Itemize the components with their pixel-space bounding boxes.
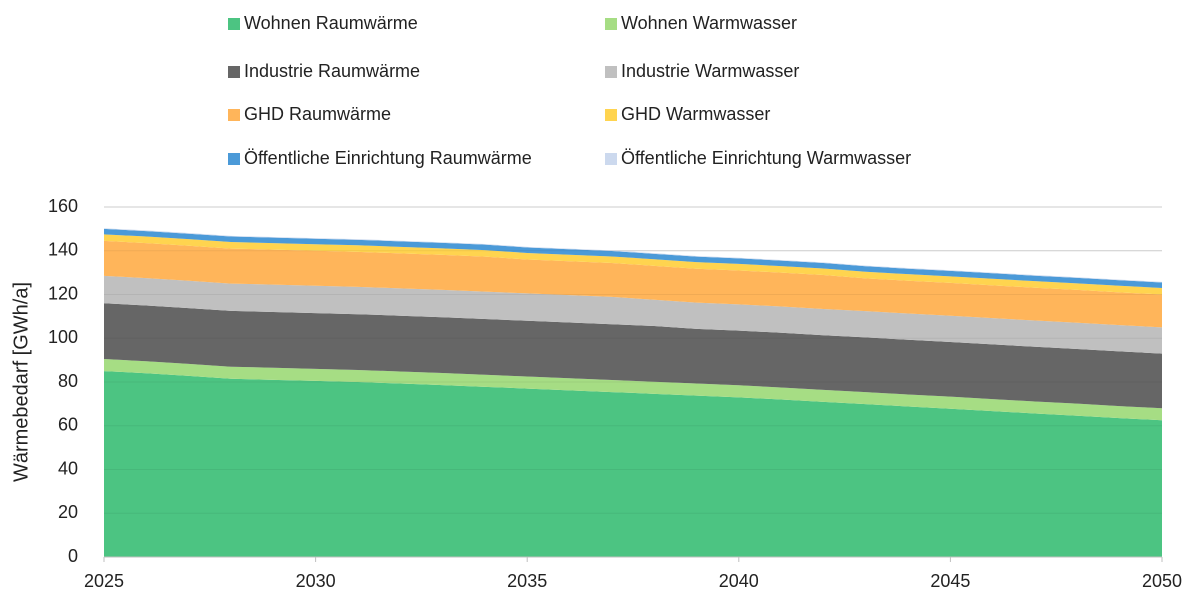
- legend-swatch: [605, 18, 617, 30]
- legend-swatch: [605, 153, 617, 165]
- area: [104, 234, 1162, 295]
- x-tick-label: 2040: [719, 571, 759, 591]
- legend-label: Wohnen Warmwasser: [621, 13, 797, 33]
- x-tick-label: 2030: [296, 571, 336, 591]
- area: [104, 275, 1162, 354]
- area: [104, 359, 1162, 421]
- legend-label: GHD Raumwärme: [244, 104, 391, 124]
- legend-swatch: [605, 66, 617, 78]
- y-tick-label: 20: [58, 502, 78, 522]
- y-tick-label: 100: [48, 327, 78, 347]
- legend-swatch: [228, 66, 240, 78]
- x-tick-label: 2025: [84, 571, 124, 591]
- legend-label: Industrie Raumwärme: [244, 61, 420, 81]
- y-tick-label: 120: [48, 283, 78, 303]
- legend-swatch: [228, 153, 240, 165]
- legend-swatch: [605, 109, 617, 121]
- y-tick-label: 60: [58, 415, 78, 435]
- y-tick-label: 40: [58, 458, 78, 478]
- legend-label: GHD Warmwasser: [621, 104, 770, 124]
- area: [104, 303, 1162, 409]
- legend-label: Wohnen Raumwärme: [244, 13, 418, 33]
- x-tick-label: 2050: [1142, 571, 1182, 591]
- y-tick-label: 80: [58, 371, 78, 391]
- y-tick-label: 0: [68, 546, 78, 566]
- y-tick-label: 140: [48, 240, 78, 260]
- y-axis-label: Wärmebedarf [GWh/a]: [10, 282, 32, 482]
- area: [104, 240, 1162, 328]
- legend-label: Industrie Warmwasser: [621, 61, 799, 81]
- legend-swatch: [228, 109, 240, 121]
- x-tick-label: 2045: [930, 571, 970, 591]
- area: [104, 228, 1162, 288]
- legend-label: Öffentliche Einrichtung Warmwasser: [621, 148, 911, 168]
- x-tick-label: 2035: [507, 571, 547, 591]
- legend-swatch: [228, 18, 240, 30]
- y-tick-label: 160: [48, 196, 78, 216]
- area: [104, 371, 1162, 557]
- legend-label: Öffentliche Einrichtung Raumwärme: [244, 148, 532, 168]
